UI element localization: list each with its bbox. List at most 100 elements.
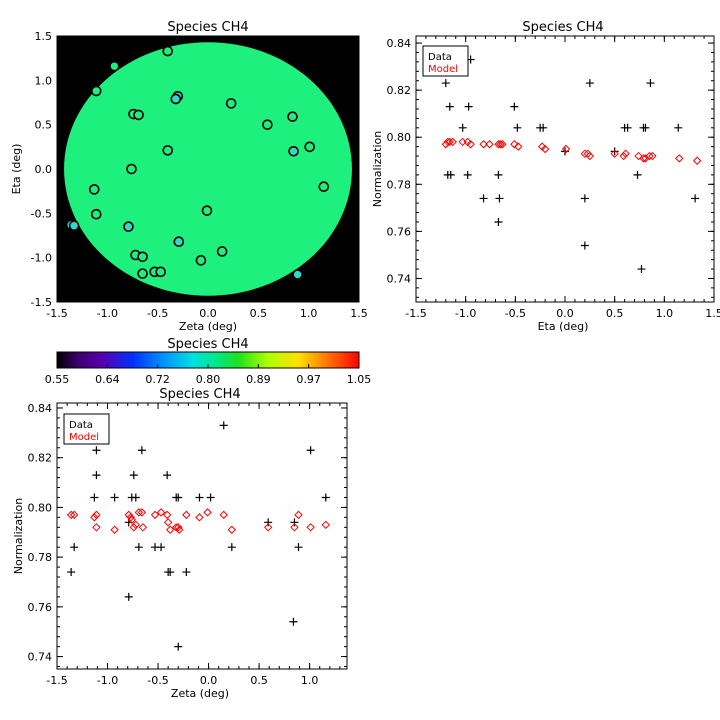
eta-model-point [466, 140, 475, 149]
zeta-xtick-label: 0.5 [250, 674, 268, 687]
eta-model-point [585, 151, 595, 161]
map-point [201, 205, 213, 216]
map-panel: Species CH4 -1.5 -1.0 -0.5 0.0 0.5 1.0 1.5-1.5… [10, 20, 368, 333]
eta-data-point [458, 123, 467, 132]
zeta-model-point [203, 508, 212, 517]
zeta-ytick-label: 0.82 [28, 452, 53, 465]
colorbar-tick-label: 0.89 [246, 373, 271, 386]
zeta-data-point [166, 568, 175, 577]
map-point [137, 251, 148, 263]
eta-data-point [441, 79, 450, 88]
zeta-data-point [92, 446, 101, 455]
zeta-model-point [131, 520, 141, 530]
zeta-title: Species CH4 [159, 387, 240, 402]
map-point [318, 181, 330, 193]
zeta-xtick-label: -0.5 [147, 674, 168, 687]
zeta-model-point [150, 510, 160, 520]
eta-data-point [646, 79, 655, 88]
eta-legend-model: Model [428, 64, 458, 75]
map-point [162, 145, 174, 156]
zeta-model-point [306, 523, 315, 532]
eta-data-point [610, 147, 619, 156]
zeta-data-point [90, 493, 99, 502]
eta-model-point [510, 140, 519, 149]
eta-xtick-label: 0.0 [556, 307, 574, 320]
map-point [126, 163, 137, 175]
eta-data-point [539, 123, 548, 132]
map-ytick-label: 1.5 [35, 30, 53, 43]
zeta-legend-box [63, 413, 110, 445]
eta-model-point [448, 137, 457, 147]
map-point [90, 208, 102, 220]
colorbar: Species CH4 0.55 0.64 0.72 0.80 0.89 0.97 1.05 [45, 337, 372, 386]
map-ticks: -1.5 -1.0 -0.5 0.0 0.5 1.0 1.5 -1.5 -1.0 -0.5 0.0 0… [31, 30, 368, 320]
map-point [88, 184, 100, 195]
eta-xlabel: Eta (deg) [538, 320, 589, 333]
map-xtick-label: 0.0 [199, 307, 217, 320]
zeta-model-point [127, 515, 136, 525]
zeta-ytick-label: 0.80 [28, 501, 53, 514]
eta-data-point [641, 123, 650, 132]
map-ytick-label: 0.0 [35, 163, 53, 176]
eta-data-point [691, 194, 700, 203]
eta-xtick-label: -0.5 [505, 307, 526, 320]
zeta-model-point [92, 523, 101, 532]
eta-model-point [445, 137, 454, 147]
map-point [195, 255, 207, 266]
map-point [173, 236, 185, 248]
zeta-ticks: -1.5 -1.0 -0.5 0.0 0.5 1.0 0.74 0.76 0.78 0.80 0.8… [28, 402, 347, 687]
map-ytick-label: 1.0 [35, 74, 53, 87]
eta-xtick-label: 0.5 [606, 307, 624, 320]
map-xtick-label: 0.5 [250, 307, 268, 320]
zeta-model-point [163, 518, 173, 527]
zeta-data-point [110, 493, 119, 502]
eta-data-point [510, 102, 519, 111]
zeta-data-point [174, 493, 183, 502]
map-xtick-label: 1.0 [300, 307, 318, 320]
zeta-model-point [129, 523, 139, 532]
zeta-data-point [134, 543, 143, 552]
zeta-model-point [156, 508, 166, 517]
zeta-model-point [175, 525, 184, 534]
map-xtick-label: -1.5 [46, 307, 67, 320]
zeta-data-point [174, 642, 183, 651]
eta-legend-data: Data [428, 52, 452, 63]
map-point [288, 145, 299, 157]
zeta-data-point [137, 446, 146, 455]
eta-model-point [648, 151, 657, 161]
zeta-ytick-label: 0.74 [28, 651, 53, 664]
eta-legend-box [422, 45, 469, 77]
eta-legend: Data Model [422, 45, 469, 77]
map-point [133, 109, 144, 121]
zeta-model-point [227, 525, 237, 534]
map-point [68, 220, 80, 232]
zeta-data-point [92, 471, 101, 480]
map-point [287, 111, 298, 122]
zeta-legend-data: Data [69, 420, 93, 431]
zeta-data-point [306, 446, 315, 455]
eta-model-point [580, 149, 590, 158]
zeta-points [66, 421, 330, 651]
zeta-model-point [263, 523, 273, 532]
map-xtick-label: 1.5 [350, 307, 368, 320]
map-point [170, 93, 182, 105]
zeta-model-point [174, 523, 183, 532]
zeta-model-point [69, 510, 79, 520]
eta-ytick-label: 0.74 [387, 272, 412, 285]
map-ytick-label: -1.5 [31, 296, 52, 309]
map-xtick-label: -1.0 [97, 307, 118, 320]
eta-data-point [446, 170, 455, 179]
zeta-model-point [126, 513, 135, 522]
eta-data-point [463, 170, 472, 179]
eta-data-point [580, 194, 589, 203]
map-ytick-label: -1.0 [31, 252, 52, 265]
zeta-legend: Data Model [63, 413, 110, 445]
zeta-data-point [157, 543, 166, 552]
zeta-normalization-panel: Species CH4 -1.5 -1.0 -0.5 0.0 0.5 1.0 0.74 0.7… [12, 387, 348, 700]
zeta-data-point [163, 471, 172, 480]
colorbar-tick-label: 0.97 [296, 373, 321, 386]
zeta-model-point [321, 520, 330, 530]
eta-model-point [479, 140, 488, 149]
zeta-data-point [70, 543, 79, 552]
eta-model-point [540, 144, 550, 154]
